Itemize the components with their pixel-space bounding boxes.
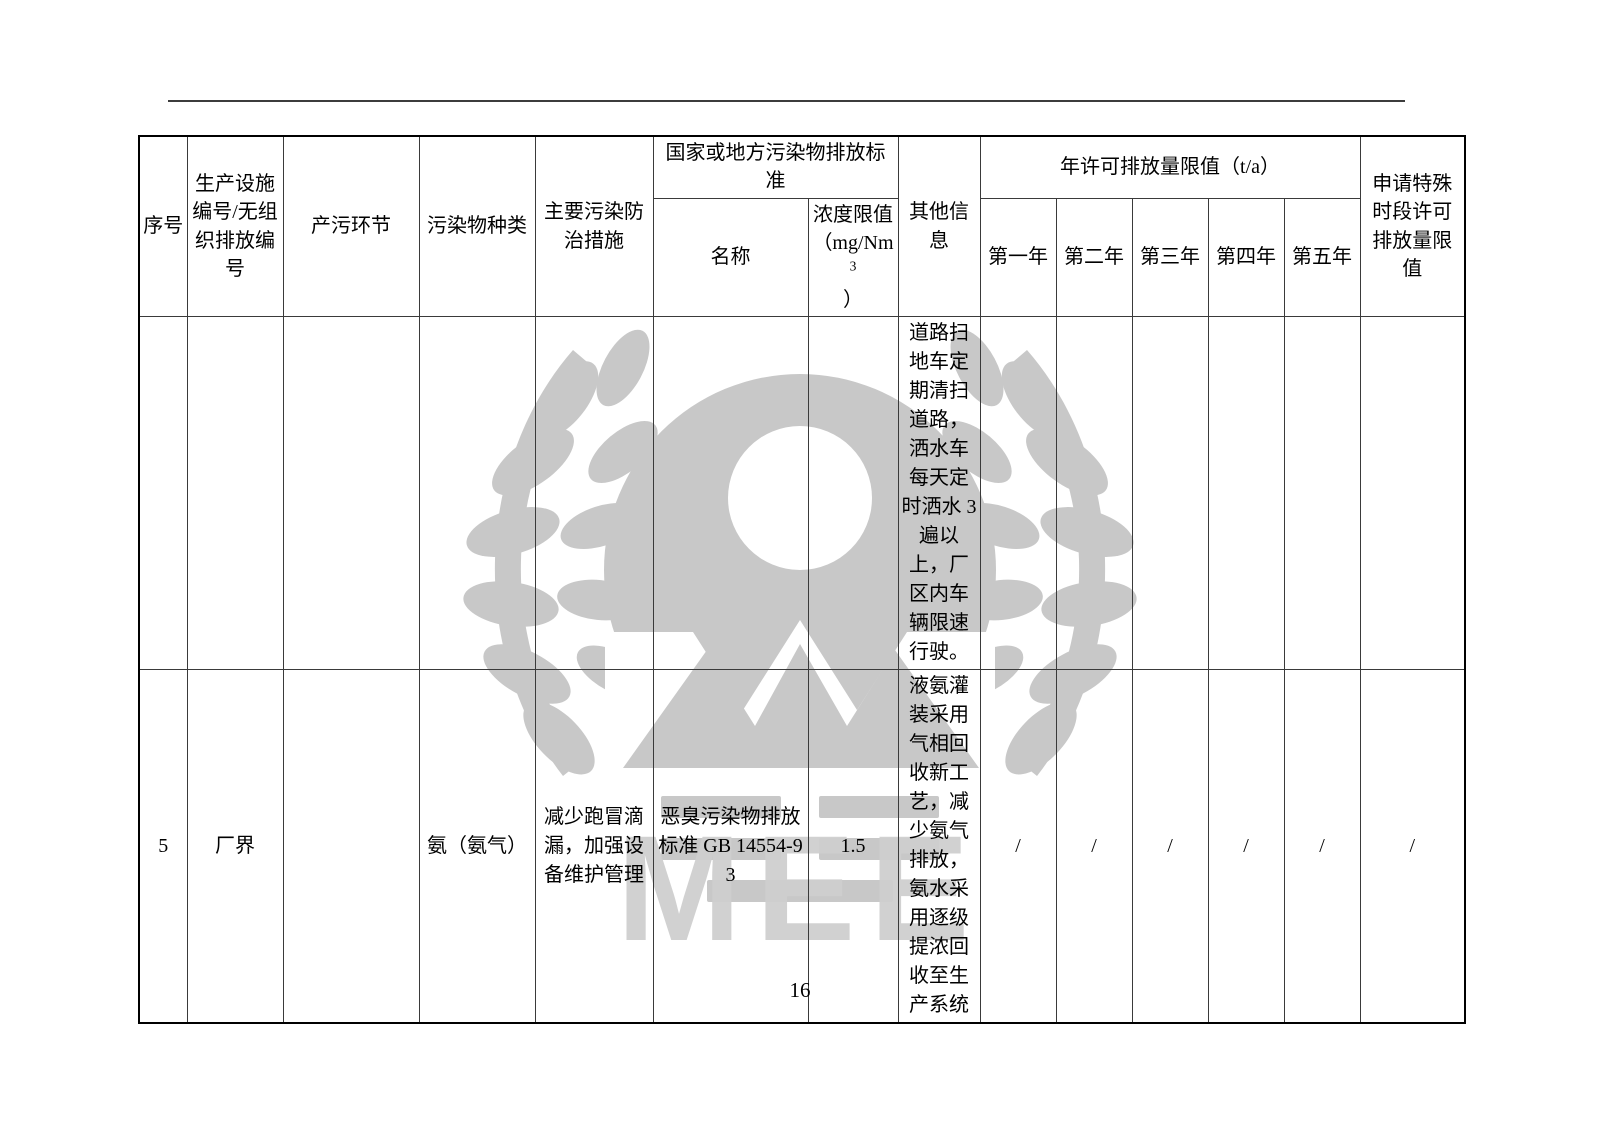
cell-process-link bbox=[282, 669, 420, 1024]
table-row: 5 厂界 氨（氨气） 减少跑冒滴漏，加强设备维护管理 恶臭污染物排放标准 GB … bbox=[138, 669, 1466, 1024]
cell-pollutant-type: 氨（氨气） bbox=[418, 669, 536, 1024]
concentration-limit-line1: 浓度限值 bbox=[813, 203, 893, 226]
concentration-limit-superscript: 3 bbox=[849, 257, 857, 273]
cell-facility-code: 厂界 bbox=[186, 669, 284, 1024]
header-facility-code: 生产设施编号/无组织排放编号 bbox=[186, 135, 284, 318]
header-year-1: 第一年 bbox=[979, 197, 1057, 318]
cell-year-1 bbox=[979, 316, 1057, 671]
cell-seq: 5 bbox=[138, 669, 188, 1024]
header-special-period: 申请特殊时段许可排放量限值 bbox=[1359, 135, 1466, 318]
header-year-4: 第四年 bbox=[1207, 197, 1285, 318]
cell-special-period bbox=[1359, 316, 1466, 671]
cell-year-4 bbox=[1207, 316, 1285, 671]
header-seq: 序号 bbox=[138, 135, 188, 318]
header-row-2: 名称 浓度限值 （mg/Nm 3 ） 第一年 第二年 第三年 第四年 第五年 bbox=[139, 197, 1465, 318]
cell-year-3: / bbox=[1131, 669, 1209, 1024]
header-standard-group: 国家或地方污染物排放标准 bbox=[652, 135, 899, 199]
concentration-limit-line3: ） bbox=[843, 288, 863, 311]
header-year-5: 第五年 bbox=[1283, 197, 1361, 318]
cell-control-measure: 减少跑冒滴漏，加强设备维护管理 bbox=[534, 669, 654, 1024]
emission-permit-table-wrapper: 序号 生产设施编号/无组织排放编号 产污环节 污染物种类 主要污染防治措施 国家… bbox=[138, 135, 1467, 1025]
cell-other-info: 液氨灌装采用气相回收新工艺，减少氨气排放，氨水采用逐级提浓回收至生产系统 bbox=[897, 669, 981, 1024]
cell-standard-name bbox=[652, 316, 809, 671]
cell-year-1: / bbox=[979, 669, 1057, 1024]
header-row-1: 序号 生产设施编号/无组织排放编号 产污环节 污染物种类 主要污染防治措施 国家… bbox=[138, 135, 1466, 318]
header-annual-limit-group: 年许可排放量限值（t/a） bbox=[979, 135, 1361, 199]
cell-special-period: / bbox=[1359, 669, 1466, 1024]
cell-year-5 bbox=[1283, 316, 1361, 671]
page-number: 16 bbox=[789, 978, 811, 1002]
header-process-link: 产污环节 bbox=[282, 135, 420, 318]
header-pollutant-type: 污染物种类 bbox=[418, 135, 536, 318]
running-header-rule bbox=[168, 100, 1405, 102]
table-header: 序号 生产设施编号/无组织排放编号 产污环节 污染物种类 主要污染防治措施 国家… bbox=[138, 135, 1466, 318]
emission-permit-table: 序号 生产设施编号/无组织排放编号 产污环节 污染物种类 主要污染防治措施 国家… bbox=[138, 135, 1467, 1025]
cell-concentration-limit bbox=[807, 316, 899, 671]
header-concentration-limit: 浓度限值 （mg/Nm 3 ） bbox=[807, 197, 899, 318]
cell-year-5: / bbox=[1283, 669, 1361, 1024]
cell-year-3 bbox=[1131, 316, 1209, 671]
cell-seq bbox=[138, 316, 188, 671]
cell-year-2: / bbox=[1055, 669, 1133, 1024]
header-other-info: 其他信息 bbox=[897, 135, 981, 318]
cell-facility-code bbox=[186, 316, 284, 671]
header-year-2: 第二年 bbox=[1055, 197, 1133, 318]
table-body: 道路扫地车定期清扫道路，洒水车每天定时洒水 3 遍以上，厂区内车辆限速行驶。 5… bbox=[138, 316, 1466, 1024]
header-control-measure: 主要污染防治措施 bbox=[534, 135, 654, 318]
cell-year-2 bbox=[1055, 316, 1133, 671]
cell-year-4: / bbox=[1207, 669, 1285, 1024]
cell-other-info: 道路扫地车定期清扫道路，洒水车每天定时洒水 3 遍以上，厂区内车辆限速行驶。 bbox=[897, 316, 981, 671]
cell-process-link bbox=[282, 316, 420, 671]
table-row: 道路扫地车定期清扫道路，洒水车每天定时洒水 3 遍以上，厂区内车辆限速行驶。 bbox=[138, 316, 1466, 671]
cell-pollutant-type bbox=[418, 316, 536, 671]
cell-control-measure bbox=[534, 316, 654, 671]
header-standard-name: 名称 bbox=[652, 197, 809, 318]
header-year-3: 第三年 bbox=[1131, 197, 1209, 318]
cell-concentration-limit: 1.5 bbox=[807, 669, 899, 1024]
concentration-limit-line2: （mg/Nm bbox=[812, 232, 894, 255]
cell-standard-name: 恶臭污染物排放标准 GB 14554-93 bbox=[652, 669, 809, 1024]
